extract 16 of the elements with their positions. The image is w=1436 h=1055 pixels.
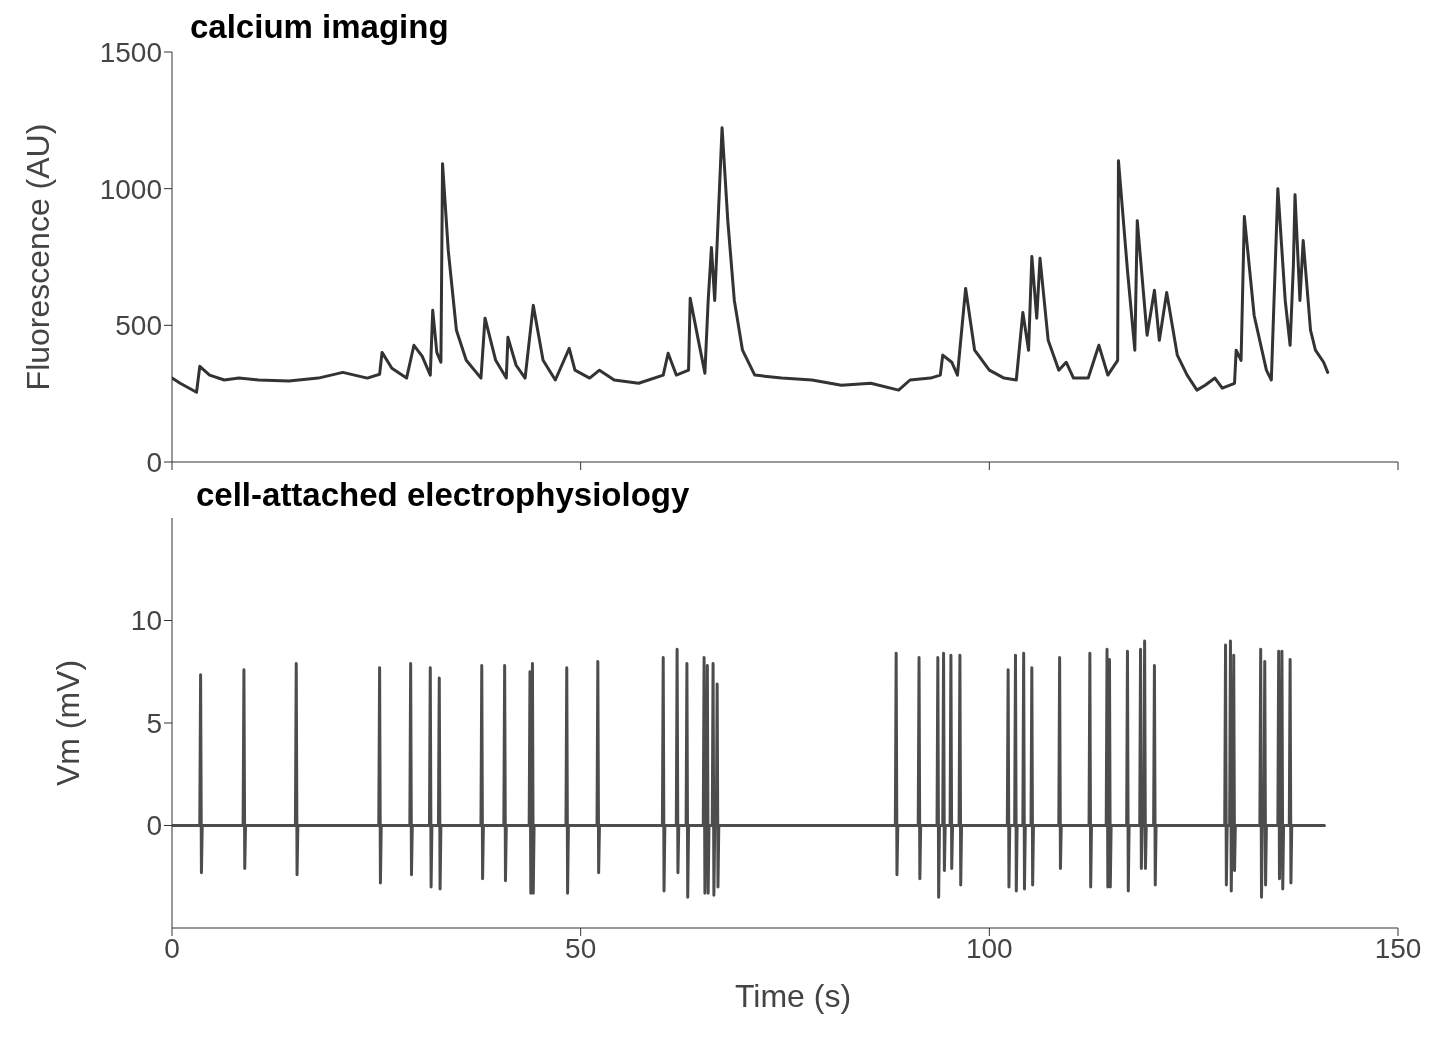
chart-title: calcium imaging xyxy=(190,8,449,46)
y-axis-title: Fluorescence (AU) xyxy=(19,123,57,391)
y-axis-title: Vm (mV) xyxy=(49,659,87,787)
y-tick-label: 10 xyxy=(130,605,162,637)
chart-title: cell-attached electrophysiology xyxy=(196,476,690,514)
x-tick-label: 50 xyxy=(565,932,597,964)
y-tick-label: 1500 xyxy=(99,36,162,68)
x-tick-label: 150 xyxy=(1374,932,1422,964)
y-tick-label: 5 xyxy=(146,707,162,739)
line-series xyxy=(172,639,1326,899)
y-tick-label: 1000 xyxy=(99,173,162,205)
y-tick-label: 0 xyxy=(146,446,162,478)
y-tick-label: 0 xyxy=(146,810,162,842)
y-tick-label: 500 xyxy=(115,310,162,342)
x-axis-title: Time (s) xyxy=(733,978,853,1015)
x-tick-label: 100 xyxy=(965,932,1013,964)
